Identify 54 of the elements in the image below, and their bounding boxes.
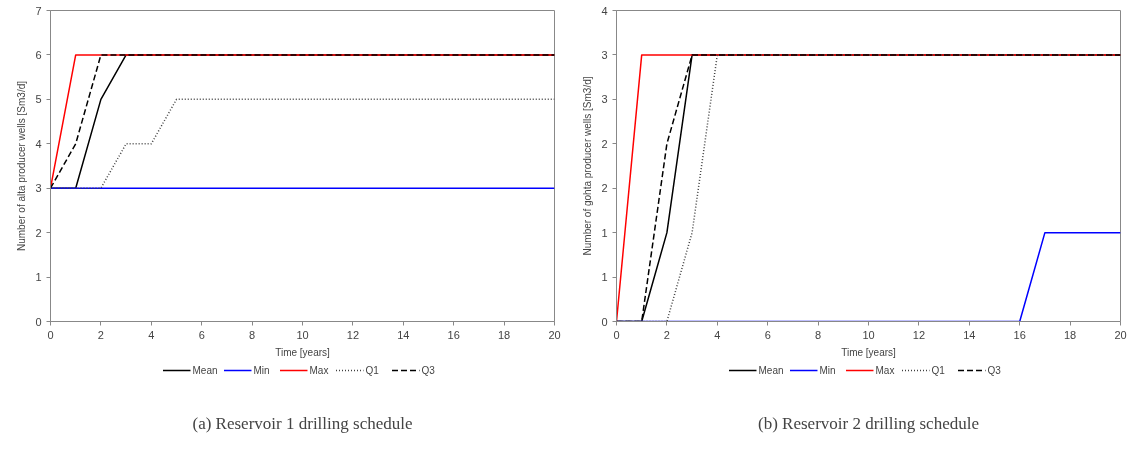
y-axis-title: Number of alta producer wells [Sm3/d]: [16, 80, 28, 252]
y-tick-label: 1: [601, 271, 608, 284]
x-tick-label: 4: [714, 328, 721, 341]
legend-label: Mean: [758, 364, 784, 376]
y-tick-label: 7: [35, 4, 42, 17]
y-tick-label: 2: [601, 182, 608, 195]
legend-label: Max: [309, 364, 330, 376]
y-tick-label: 6: [35, 48, 42, 61]
x-tick-label: 18: [1063, 328, 1077, 341]
x-axis-title: Time [years]: [275, 346, 331, 358]
y-tick-label: 2: [35, 226, 42, 239]
x-tick-label: 0: [613, 328, 620, 341]
x-tick-label: 6: [764, 328, 771, 341]
x-tick-label: 20: [1114, 328, 1127, 341]
y-tick-label: 3: [601, 93, 608, 106]
y-tick-label: 0: [601, 315, 608, 328]
y-tick-label: 5: [35, 93, 42, 106]
y-tick-label: 4: [35, 137, 42, 150]
x-tick-label: 0: [47, 328, 54, 341]
legend-label: Q1: [365, 364, 380, 376]
x-tick-label: 10: [862, 328, 875, 341]
text: (b) Reservoir 2 drilling schedule: [758, 413, 979, 433]
legend-label: Q3: [421, 364, 436, 376]
legend-label: Min: [819, 364, 837, 376]
x-tick-label: 8: [815, 328, 822, 341]
x-tick-label: 12: [346, 328, 360, 341]
y-tick-label: 1: [601, 226, 608, 239]
y-axis-title: Number of gohta producer wells [Sm3/d]: [582, 76, 594, 256]
x-tick-label: 18: [497, 328, 511, 341]
y-tick-label: 4: [601, 4, 608, 17]
y-tick-label: 3: [35, 182, 42, 195]
x-tick-label: 2: [663, 328, 670, 341]
x-tick-label: 4: [148, 328, 155, 341]
text: (a) Reservoir 1 drilling schedule: [192, 413, 413, 433]
y-tick-label: 2: [601, 137, 608, 150]
x-tick-label: 2: [97, 328, 104, 341]
legend-label: Min: [253, 364, 271, 376]
x-tick-label: 8: [249, 328, 256, 341]
legend-label: Q3: [987, 364, 1002, 376]
legend-label: Q1: [931, 364, 946, 376]
x-tick-label: 12: [912, 328, 926, 341]
x-tick-label: 14: [397, 328, 410, 341]
x-tick-label: 10: [296, 328, 309, 341]
legend-label: Max: [875, 364, 896, 376]
x-tick-label: 14: [963, 328, 976, 341]
x-tick-label: 6: [198, 328, 205, 341]
legend-label: Mean: [192, 364, 218, 376]
x-tick-label: 16: [1013, 328, 1026, 341]
x-tick-label: 16: [447, 328, 460, 341]
y-tick-label: 3: [601, 48, 608, 61]
x-tick-label: 20: [548, 328, 561, 341]
x-axis-title: Time [years]: [841, 346, 897, 358]
y-tick-label: 1: [35, 271, 42, 284]
y-tick-label: 0: [35, 315, 42, 328]
